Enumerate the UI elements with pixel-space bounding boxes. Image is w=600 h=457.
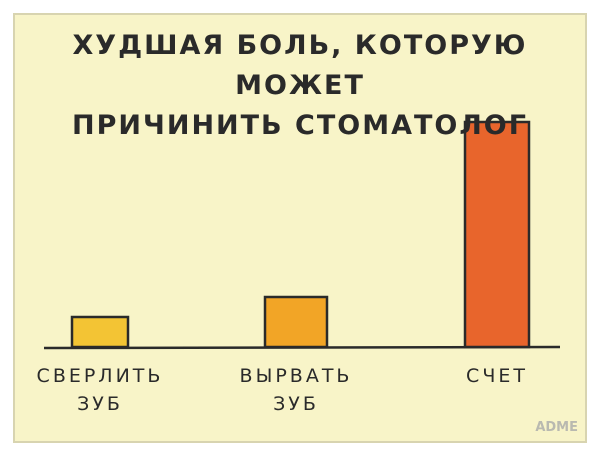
chart-title: ХУДШАЯ БОЛЬ, КОТОРУЮ МОЖЕТ ПРИЧИНИТЬ СТО… bbox=[72, 30, 528, 141]
bar bbox=[263, 295, 329, 349]
x-tick-label: ВЫРВАТЬ ЗУБ bbox=[239, 365, 353, 415]
watermark: ADME bbox=[535, 420, 578, 435]
x-tick-label: СЧЕТ bbox=[466, 365, 528, 387]
bar bbox=[463, 120, 531, 349]
bar bbox=[70, 315, 130, 349]
x-tick-label: СВЕРЛИТЬ ЗУБ bbox=[36, 365, 164, 415]
